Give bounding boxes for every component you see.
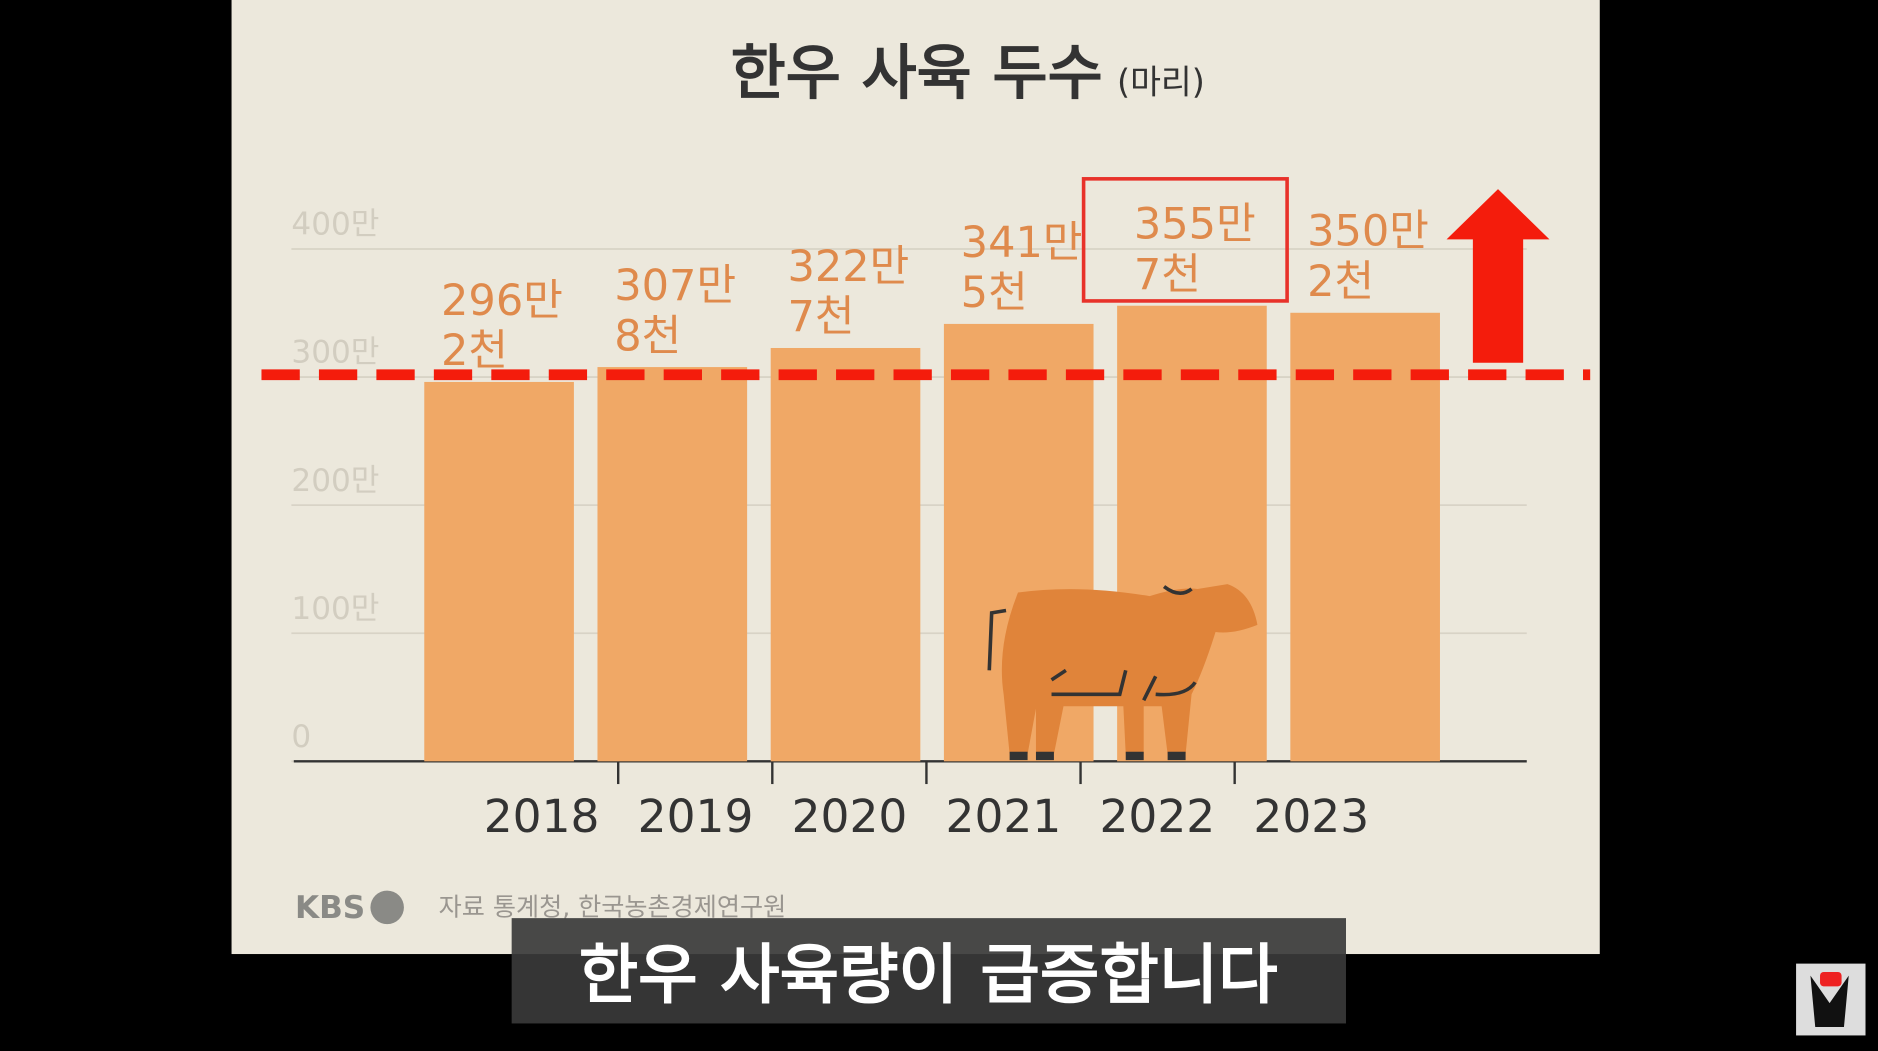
caption-box — [511, 918, 1346, 1024]
value-label: 341만 — [961, 218, 1083, 268]
value-label: 355만 — [1134, 200, 1256, 250]
value-label: 8천 — [614, 311, 681, 361]
bar — [770, 347, 921, 762]
value-label: 307만 — [614, 261, 736, 311]
value-label: 2천 — [441, 326, 508, 376]
x-tick-label: 2018 — [484, 790, 600, 843]
x-tick-label: 2020 — [792, 790, 908, 843]
logo-mark — [370, 890, 404, 925]
value-label: 5천 — [961, 268, 1028, 318]
up-arrow — [1446, 189, 1550, 363]
x-tick-label: 2019 — [638, 790, 754, 843]
chart-title: 한우 사육 두수 (마리) — [731, 38, 1205, 108]
value-label: 2천 — [1307, 257, 1374, 307]
logo: KBS — [295, 890, 365, 926]
bar — [424, 381, 574, 762]
value-label: 296만 — [441, 276, 563, 326]
x-tick-label: 2021 — [946, 790, 1062, 843]
value-label: 7천 — [787, 292, 854, 342]
y-tick-label: 300만 — [291, 335, 379, 371]
highlight-box — [1081, 177, 1289, 303]
channel-logo-play — [1820, 971, 1842, 987]
bar — [597, 367, 748, 762]
value-label: 350만 — [1307, 207, 1429, 257]
y-tick-label: 100만 — [291, 591, 379, 627]
channel-logo-figure — [1810, 975, 1849, 1028]
caption: 한우 사육량이 급증합니다 — [579, 938, 1278, 1013]
source: 자료 통계청, 한국농촌경제연구원 — [439, 893, 787, 922]
x-tick-label: 2023 — [1253, 790, 1369, 843]
unit-label: (마리) — [1117, 62, 1205, 101]
cow-illustration — [987, 584, 1258, 761]
title: 한우 사육 두수 — [731, 38, 1103, 108]
bar — [1290, 312, 1440, 762]
value-label: 322만 — [787, 242, 909, 292]
x-tick-label: 2022 — [1099, 790, 1215, 843]
y-tick-label: 0 — [291, 719, 311, 755]
y-tick-label: 400만 — [291, 207, 379, 243]
y-tick-label: 200만 — [291, 463, 379, 499]
value-label: 7천 — [1134, 250, 1201, 300]
